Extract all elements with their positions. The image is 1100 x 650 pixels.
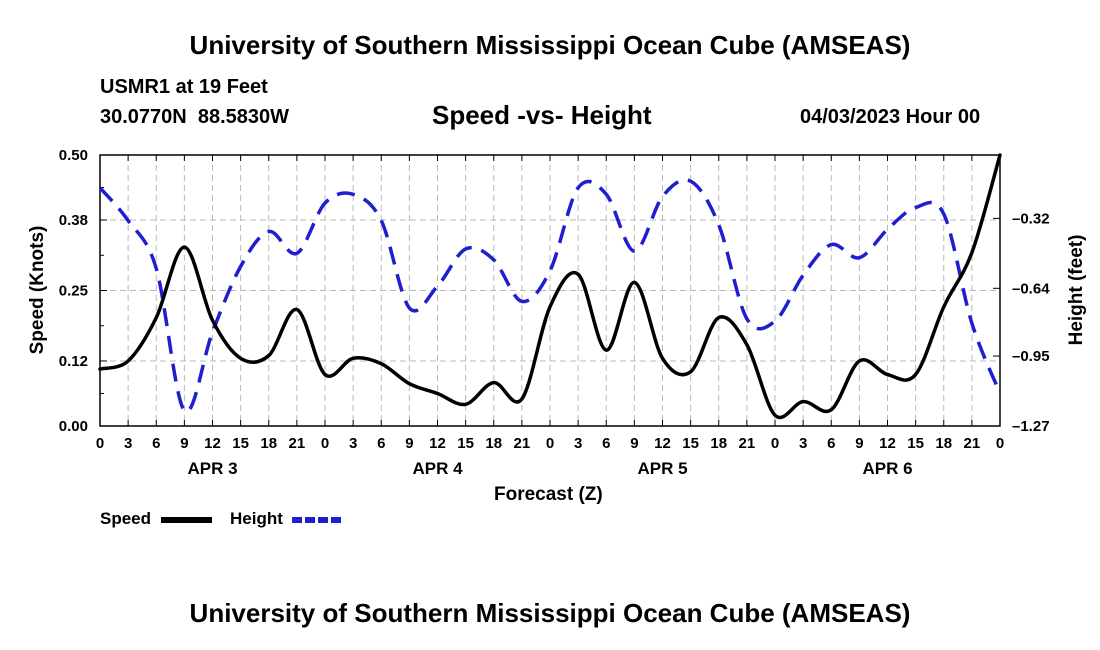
station-label: USMR1 at 19 Feet xyxy=(100,76,268,98)
y-tick-label: 0.50 xyxy=(59,147,88,164)
x-tick-label: 9 xyxy=(630,435,638,452)
x-tick-label: 21 xyxy=(514,435,531,452)
x-tick-label: 9 xyxy=(405,435,413,452)
grid-layer xyxy=(100,155,1000,426)
y-tick-label: 0.25 xyxy=(59,283,88,300)
x-tick-label: 9 xyxy=(180,435,188,452)
x-tick-label: 18 xyxy=(710,435,727,452)
height-series-line xyxy=(98,178,1002,414)
x-tick-label: 21 xyxy=(289,435,306,452)
x-tick-label: 6 xyxy=(377,435,385,452)
day-label: APR 6 xyxy=(862,459,912,478)
x-tick-label: 0 xyxy=(96,435,104,452)
speed-series-line xyxy=(98,153,1002,420)
y-axis-label-speed: Speed (Knots) xyxy=(27,226,48,355)
y-tick-label: 0.12 xyxy=(59,353,88,370)
x-tick-label: 9 xyxy=(855,435,863,452)
x-tick-label: 6 xyxy=(152,435,160,452)
day-label: APR 4 xyxy=(412,459,463,478)
chart-main-title: University of Southern Mississippi Ocean… xyxy=(189,30,911,60)
forecast-datetime: 04/03/2023 Hour 00 xyxy=(800,106,981,128)
x-tick-label: 15 xyxy=(457,435,474,452)
y2-tick-label: –0.95 xyxy=(1012,348,1050,365)
x-tick-label: 3 xyxy=(349,435,357,452)
y-tick-label: 0.38 xyxy=(59,212,88,229)
y2-tick-label: –0.32 xyxy=(1012,210,1050,227)
x-tick-label: 18 xyxy=(485,435,502,452)
x-axis-label: Forecast (Z) xyxy=(494,484,603,505)
x-tick-label: 0 xyxy=(996,435,1004,452)
x-tick-label: 6 xyxy=(602,435,610,452)
y2-tick-label: –1.27 xyxy=(1012,418,1050,435)
day-label: APR 3 xyxy=(187,459,237,478)
x-tick-label: 15 xyxy=(232,435,249,452)
y-tick-label: 0.00 xyxy=(59,418,88,435)
x-tick-label: 12 xyxy=(879,435,896,452)
x-tick-label: 12 xyxy=(654,435,671,452)
y2-tick-label: –0.64 xyxy=(1012,280,1050,297)
x-tick-label: 18 xyxy=(935,435,952,452)
x-tick-label: 6 xyxy=(827,435,835,452)
series-layer xyxy=(98,153,1002,420)
y2-axis-label-height: Height (feet) xyxy=(1066,235,1087,346)
x-tick-label: 21 xyxy=(964,435,981,452)
x-tick-label: 12 xyxy=(204,435,221,452)
x-tick-label: 0 xyxy=(546,435,554,452)
legend-height-label: Height xyxy=(230,509,283,528)
x-tick-label: 18 xyxy=(260,435,277,452)
legend-speed-label: Speed xyxy=(100,509,152,528)
x-tick-label: 0 xyxy=(771,435,779,452)
footer-title: University of Southern Mississippi Ocean… xyxy=(189,598,911,628)
x-tick-label: 3 xyxy=(124,435,132,452)
x-tick-label: 15 xyxy=(907,435,924,452)
x-tick-label: 0 xyxy=(321,435,329,452)
x-tick-label: 12 xyxy=(429,435,446,452)
x-tick-label: 21 xyxy=(739,435,756,452)
x-tick-label: 15 xyxy=(682,435,699,452)
x-tick-label: 3 xyxy=(574,435,582,452)
coordinates-label: 30.0770N 88.5830W xyxy=(100,106,290,128)
x-tick-label: 3 xyxy=(799,435,807,452)
chart-subtitle: Speed -vs- Height xyxy=(432,100,652,130)
day-label: APR 5 xyxy=(637,459,687,478)
